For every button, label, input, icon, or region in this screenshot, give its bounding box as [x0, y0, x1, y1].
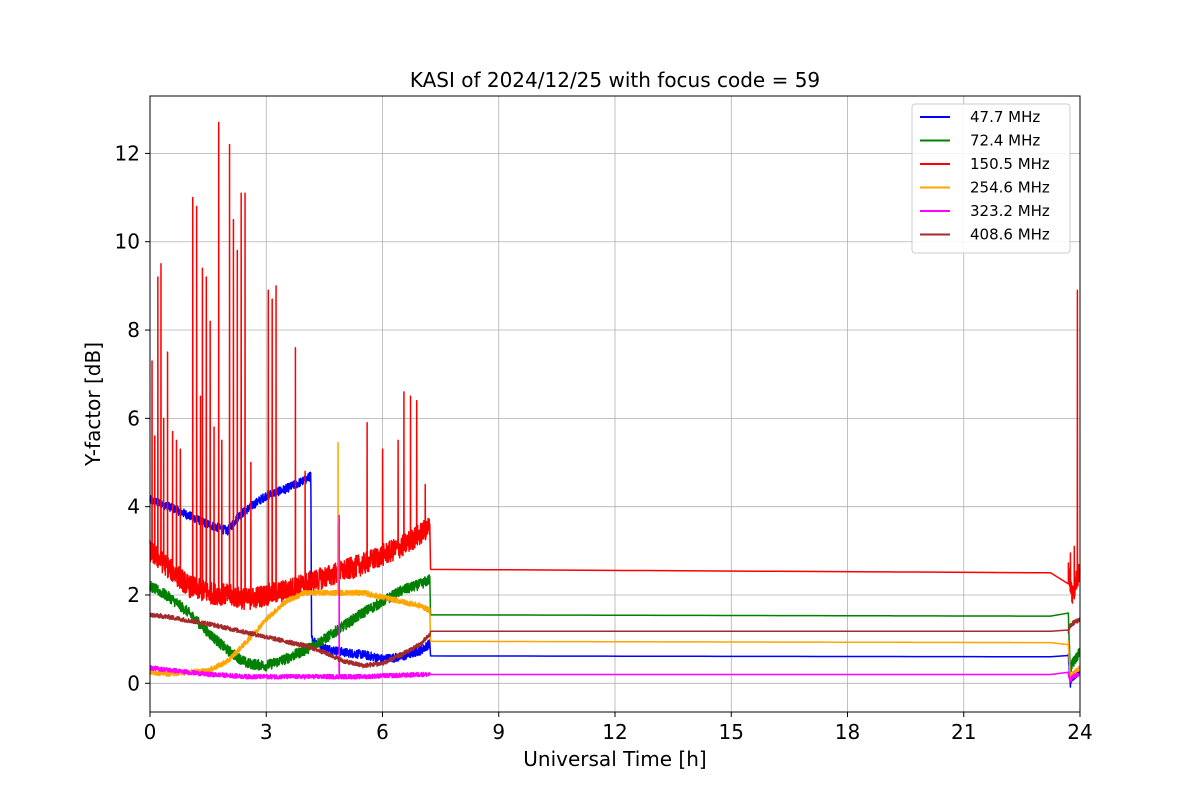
x-tick-label: 3 — [260, 720, 273, 744]
legend-label: 254.6 MHz — [970, 179, 1050, 197]
series-3 — [149, 441, 1081, 680]
x-tick-label: 21 — [951, 720, 976, 744]
legend-label: 150.5 MHz — [970, 155, 1050, 173]
series-2 — [149, 121, 1081, 611]
series-4 — [149, 514, 1081, 683]
y-tick-label: 6 — [127, 406, 140, 430]
y-axis-label: Y-factor [dB] — [81, 342, 105, 467]
series-layer — [149, 121, 1081, 688]
series-1 — [149, 574, 1081, 675]
x-tick-label: 24 — [1067, 720, 1092, 744]
legend-box — [911, 103, 1071, 254]
series-line-2 — [149, 121, 1081, 611]
x-tick-label: 12 — [602, 720, 627, 744]
x-axis-label: Universal Time [h] — [523, 747, 706, 771]
x-tick-label: 18 — [835, 720, 860, 744]
x-tick-label: 15 — [719, 720, 744, 744]
y-tick-label: 0 — [127, 671, 140, 695]
legend: 47.7 MHz 72.4 MHz 150.5 MHz 254.6 MHz 323.2… — [911, 103, 1071, 254]
chart-title: KASI of 2024/12/25 with focus code = 59 — [410, 68, 820, 92]
legend-label: 47.7 MHz — [970, 108, 1040, 126]
series-line-3 — [149, 441, 1081, 680]
y-tick-label: 10 — [115, 230, 140, 254]
legend-label: 323.2 MHz — [970, 202, 1050, 220]
y-tick-label: 2 — [127, 583, 140, 607]
y-tick-label: 12 — [115, 141, 140, 165]
y-tick-label: 8 — [127, 318, 140, 342]
series-line-1 — [149, 574, 1081, 675]
y-tick-label: 4 — [127, 495, 140, 519]
series-line-4 — [149, 514, 1081, 683]
x-tick-label: 6 — [376, 720, 389, 744]
series-line-5 — [149, 612, 1081, 669]
series-5 — [149, 612, 1081, 669]
x-tick-label: 0 — [144, 720, 157, 744]
legend-label: 72.4 MHz — [970, 132, 1040, 150]
x-tick-label: 9 — [492, 720, 505, 744]
legend-label: 408.6 MHz — [970, 226, 1050, 244]
